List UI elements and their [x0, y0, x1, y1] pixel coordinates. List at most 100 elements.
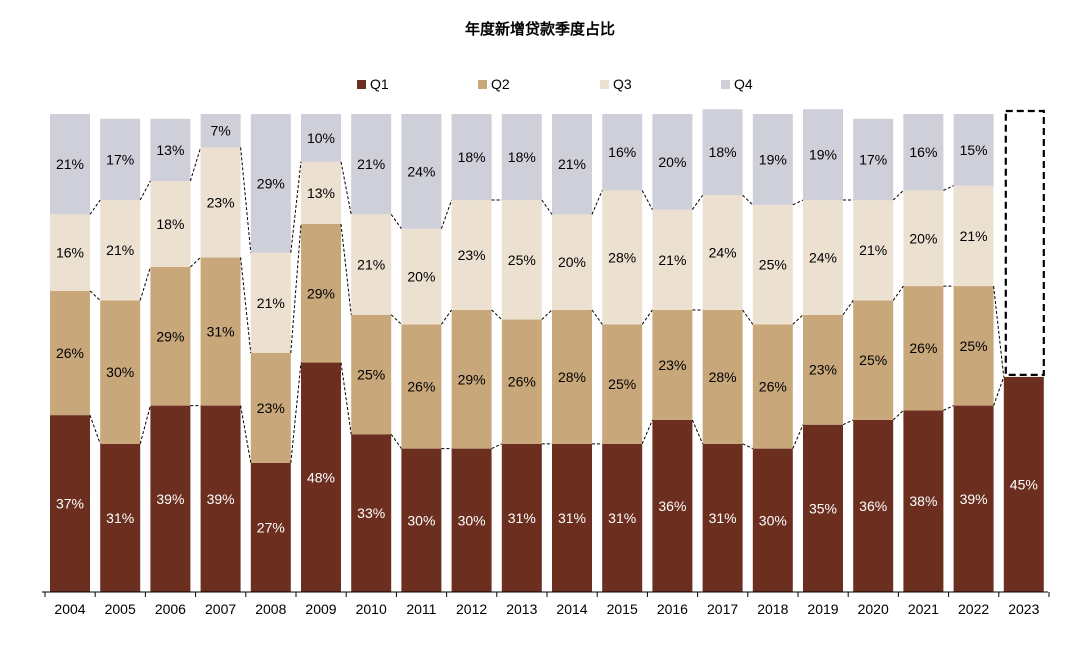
- bar-q3-2004: [50, 214, 90, 291]
- bar-q2-2008: [250, 353, 291, 463]
- data-label-q3-2006: 18%: [156, 216, 184, 232]
- data-label-q1-2013: 31%: [508, 510, 536, 526]
- data-label-q4-2020: 17%: [859, 151, 887, 167]
- bars: [50, 109, 1044, 592]
- data-label-q1-2004: 37%: [56, 496, 84, 512]
- data-label-q3-2021: 20%: [909, 230, 937, 246]
- bar-q3-2011: [401, 228, 442, 325]
- bar-q4-2020: [853, 118, 894, 201]
- data-label-q4-2021: 16%: [909, 144, 937, 160]
- connector-2010-2011: [390, 433, 402, 449]
- bar-q2-2005: [100, 300, 141, 444]
- connector-2021-2022: [943, 185, 954, 191]
- bar-q4-2013: [501, 114, 542, 201]
- connector-2009-2010: [340, 362, 352, 435]
- bar-q4-2022: [953, 114, 994, 186]
- data-label-q4-2010: 21%: [357, 156, 385, 172]
- bar-q4-2012: [451, 114, 492, 201]
- bar-q1-2014: [552, 443, 592, 592]
- data-label-q2-2008: 23%: [257, 400, 285, 416]
- data-label-q3-2004: 16%: [56, 245, 84, 261]
- data-label-q4-2017: 18%: [709, 144, 737, 160]
- x-tick-label-2021: 2021: [908, 601, 939, 617]
- connector-2013-2014: [541, 199, 553, 215]
- bar-q4-2007: [200, 114, 241, 148]
- data-label-q2-2005: 30%: [106, 364, 134, 380]
- x-tick-label-2013: 2013: [506, 601, 537, 617]
- connector-2011-2012: [440, 309, 453, 325]
- bar-q2-2020: [853, 300, 894, 420]
- legend-label-q4: Q4: [734, 76, 753, 92]
- data-label-q3-2022: 21%: [960, 228, 988, 244]
- data-label-q3-2015: 28%: [608, 249, 636, 265]
- data-label-q1-2017: 31%: [709, 510, 737, 526]
- legend-swatch-q4: [721, 80, 730, 89]
- bar-q2-2004: [50, 290, 90, 416]
- data-label-q4-2018: 19%: [759, 151, 787, 167]
- connector-2007-2008: [240, 257, 252, 354]
- connector-2014-2015: [591, 190, 603, 215]
- connector-2015-2016: [641, 309, 653, 325]
- data-label-q2-2018: 26%: [759, 378, 787, 394]
- data-label-q2-2011: 26%: [407, 378, 435, 394]
- bar-q3-2021: [903, 190, 944, 287]
- connector-2004-2005: [89, 199, 101, 215]
- bar-q3-2018: [752, 204, 793, 325]
- x-tick-label-2016: 2016: [657, 601, 688, 617]
- data-label-q2-2015: 25%: [608, 376, 636, 392]
- connector-2010-2011: [390, 214, 402, 230]
- bar-q2-2021: [903, 286, 944, 411]
- data-label-q3-2018: 25%: [759, 257, 787, 273]
- bar-q2-2019: [803, 314, 843, 425]
- connector-lines: [89, 147, 1005, 464]
- connector-2007-2008: [240, 405, 252, 464]
- connector-2020-2021: [892, 409, 904, 421]
- x-tick-label-2012: 2012: [456, 601, 487, 617]
- legend-label-q1: Q1: [370, 76, 389, 92]
- data-label-q3-2016: 21%: [658, 252, 686, 268]
- connector-2011-2012: [440, 199, 453, 229]
- data-label-q3-2017: 24%: [709, 245, 737, 261]
- bar-q3-2009: [301, 161, 341, 224]
- bar-q2-2011: [401, 324, 442, 449]
- data-label-q3-2010: 21%: [357, 257, 385, 273]
- bar-q4-2021: [903, 114, 944, 191]
- bar-q2-2015: [602, 324, 643, 444]
- highlight-box-2023: [1004, 109, 1045, 376]
- data-label-q3-2011: 20%: [407, 269, 435, 285]
- connector-2020-2021: [892, 190, 904, 201]
- bar-q2-2009: [301, 223, 341, 363]
- bar-q4-2004: [50, 114, 90, 215]
- data-label-q1-2018: 30%: [759, 512, 787, 528]
- bar-q3-2017: [702, 195, 743, 310]
- bar-q1-2009: [301, 362, 341, 592]
- bar-q1-2010: [351, 434, 392, 592]
- connector-2022-2023: [993, 376, 1005, 406]
- data-label-q3-2013: 25%: [508, 252, 536, 268]
- data-label-q1-2019: 35%: [809, 500, 837, 516]
- x-tick-label-2022: 2022: [958, 601, 989, 617]
- data-label-q3-2014: 20%: [558, 254, 586, 270]
- connector-2008-2009: [290, 161, 302, 253]
- bar-q1-2018: [752, 448, 793, 592]
- bar-q1-2021: [903, 410, 944, 592]
- data-label-q3-2007: 23%: [207, 194, 235, 210]
- data-label-q4-2008: 29%: [257, 175, 285, 191]
- data-label-q2-2013: 26%: [508, 374, 536, 390]
- data-label-q2-2004: 26%: [56, 345, 84, 361]
- legend-label-q3: Q3: [613, 76, 632, 92]
- bar-q3-2007: [200, 147, 241, 258]
- bar-q1-2005: [100, 443, 141, 592]
- data-label-q2-2014: 28%: [558, 369, 586, 385]
- connector-2014-2015: [591, 309, 603, 325]
- bar-q1-2016: [652, 419, 693, 592]
- bar-q1-2007: [200, 405, 241, 592]
- data-label-q2-2012: 29%: [458, 371, 486, 387]
- x-tick-label-2020: 2020: [858, 601, 889, 617]
- data-label-q4-2005: 17%: [106, 151, 134, 167]
- bar-q4-2009: [301, 114, 341, 162]
- data-label-q1-2007: 39%: [207, 491, 235, 507]
- data-label-q4-2016: 20%: [658, 154, 686, 170]
- data-label-q3-2009: 13%: [307, 185, 335, 201]
